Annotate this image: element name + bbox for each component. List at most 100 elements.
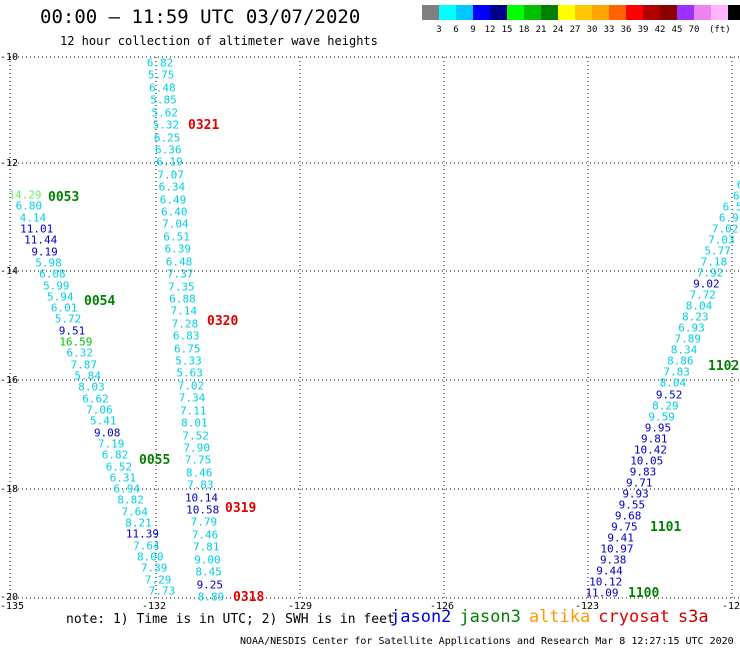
wave-height-value: 8.00 bbox=[137, 550, 164, 564]
legend-swatch bbox=[677, 5, 694, 20]
wave-height-value: 10.97 bbox=[600, 542, 634, 556]
wave-height-value: 7.04 bbox=[162, 217, 189, 231]
wave-height-value: 11.01 bbox=[20, 222, 54, 236]
wave-height-value: 6.75 bbox=[174, 342, 201, 356]
legend-label: 36 bbox=[620, 25, 632, 35]
wave-height-value: 7.72 bbox=[689, 288, 716, 302]
legend-swatch bbox=[473, 5, 490, 20]
wave-height-value: 10.14 bbox=[184, 491, 219, 505]
legend-label: 70 bbox=[688, 25, 700, 35]
wave-height-value: 7.06 bbox=[86, 403, 113, 417]
legend-swatch bbox=[507, 5, 524, 20]
wave-height-value: 6.19 bbox=[156, 155, 183, 169]
wave-height-value: 7.46 bbox=[191, 528, 219, 542]
legend-swatch bbox=[643, 5, 660, 20]
legend-swatch bbox=[694, 5, 711, 20]
wave-height-value: 9.68 bbox=[614, 509, 642, 523]
wave-height-value: 6.36 bbox=[155, 143, 182, 157]
wave-height-value: 7.34 bbox=[178, 391, 206, 405]
legend-swatch bbox=[439, 5, 456, 20]
wave-height-value: 7.14 bbox=[170, 304, 197, 318]
legend-swatch bbox=[422, 5, 439, 20]
legend-swatch bbox=[626, 5, 643, 20]
legend-label: 12 bbox=[484, 25, 496, 35]
wave-height-value: 8.89 bbox=[197, 590, 225, 604]
legend-swatch bbox=[490, 5, 507, 20]
wave-height-value: 9.75 bbox=[611, 520, 638, 534]
wave-height-value: 6.88 bbox=[169, 292, 196, 306]
wave-height-value: 6 bbox=[732, 189, 740, 203]
legend-label: 42 bbox=[654, 25, 666, 35]
legend-swatch bbox=[711, 5, 728, 20]
legend-swatch bbox=[541, 5, 558, 20]
wave-height-value: 7.52 bbox=[182, 429, 209, 443]
wave-height-value: 5.85 bbox=[150, 93, 177, 107]
x-tick: -123 bbox=[575, 601, 600, 612]
pass-label: 0318 bbox=[233, 590, 265, 605]
wave-height-value: 6.48 bbox=[149, 81, 176, 95]
wave-height-value: 6.08 bbox=[39, 267, 66, 281]
wave-height-value: 9.00 bbox=[194, 553, 221, 567]
wave-height-value: 6.62 bbox=[82, 392, 109, 406]
x-tick: -129 bbox=[288, 601, 313, 612]
wave-height-value: 6.40 bbox=[160, 205, 188, 219]
wave-height-value: 8.45 bbox=[195, 565, 222, 579]
wave-height-value: 7.02 bbox=[711, 222, 739, 236]
pass-label: 0321 bbox=[188, 118, 220, 133]
pass-label: 0320 bbox=[207, 314, 239, 329]
wave-height-value: 9.93 bbox=[622, 487, 649, 501]
wave-height-value: 10.58 bbox=[186, 503, 220, 517]
legend-swatch bbox=[728, 5, 740, 20]
legend-label: 30 bbox=[586, 25, 598, 35]
wave-height-value: 7.83 bbox=[663, 365, 690, 379]
y-tick: -18 bbox=[0, 484, 19, 495]
legend-swatch bbox=[660, 5, 677, 20]
wave-height-value: 7.19 bbox=[97, 437, 125, 451]
wave-height-value: 7.02 bbox=[177, 379, 205, 393]
y-tick: -16 bbox=[0, 375, 19, 386]
legend-swatch bbox=[592, 5, 609, 20]
legend-label: 27 bbox=[569, 25, 581, 35]
wave-height-value: 7.11 bbox=[179, 404, 207, 418]
wave-height-value: 6.83 bbox=[172, 329, 200, 343]
wave-height-value: 6.93 bbox=[678, 321, 705, 335]
footnote: note: 1) Time is in UTC; 2) SWH is in fe… bbox=[66, 612, 395, 627]
wave-height-value: 5.63 bbox=[176, 366, 203, 380]
y-tick: -12 bbox=[0, 158, 19, 169]
x-tick: -132 bbox=[142, 601, 167, 612]
wave-height-value: 7.90 bbox=[183, 441, 211, 455]
wave-height-value: 9.25 bbox=[196, 578, 224, 592]
x-tick: -135 bbox=[0, 601, 25, 612]
wave-height-value: 11.44 bbox=[24, 233, 58, 247]
y-tick: -10 bbox=[0, 52, 19, 63]
wave-height-value: 5.41 bbox=[90, 414, 117, 428]
wave-height-value: 8.29 bbox=[652, 399, 679, 413]
wave-height-value: 6.31 bbox=[109, 471, 137, 485]
pass-label: 0055 bbox=[139, 453, 171, 468]
subtitle: 12 hour collection of altimeter wave hei… bbox=[60, 34, 378, 48]
legend-label: 15 bbox=[501, 25, 513, 35]
legend-label: 24 bbox=[552, 25, 564, 35]
pass-label: 1100 bbox=[628, 586, 660, 601]
page-title: 00:00 – 11:59 UTC 03/07/2020 bbox=[40, 6, 361, 28]
wave-height-value: 7.18 bbox=[700, 255, 728, 269]
wave-height-value: 10.05 bbox=[630, 454, 664, 468]
wave-height-value: 7.81 bbox=[193, 540, 220, 554]
wave-height-value: 6.49 bbox=[159, 193, 187, 207]
wave-height-value: 7.87 bbox=[70, 358, 97, 372]
wave-height-value: 6.82 bbox=[101, 448, 129, 462]
wave-height-value: 6.51 bbox=[163, 230, 190, 244]
wave-height-value: 8.03 bbox=[78, 380, 105, 394]
wave-height-value: 7.35 bbox=[168, 280, 195, 294]
wave-height-value: 8.34 bbox=[670, 343, 698, 357]
wave-height-value: 8.21 bbox=[125, 516, 152, 530]
x-tick: -126 bbox=[430, 601, 455, 612]
wave-height-value: 7.29 bbox=[144, 573, 172, 587]
wave-height-value: 16.59 bbox=[59, 335, 93, 349]
wave-height-value: 7.79 bbox=[190, 515, 218, 529]
wave-height-value: 5.99 bbox=[43, 279, 70, 292]
wave-height-value: 8.46 bbox=[185, 466, 213, 480]
wave-height-value: 14.29 bbox=[8, 188, 42, 202]
wave-height-value: 6.34 bbox=[158, 180, 186, 194]
wave-height-value: 8.23 bbox=[681, 310, 709, 324]
